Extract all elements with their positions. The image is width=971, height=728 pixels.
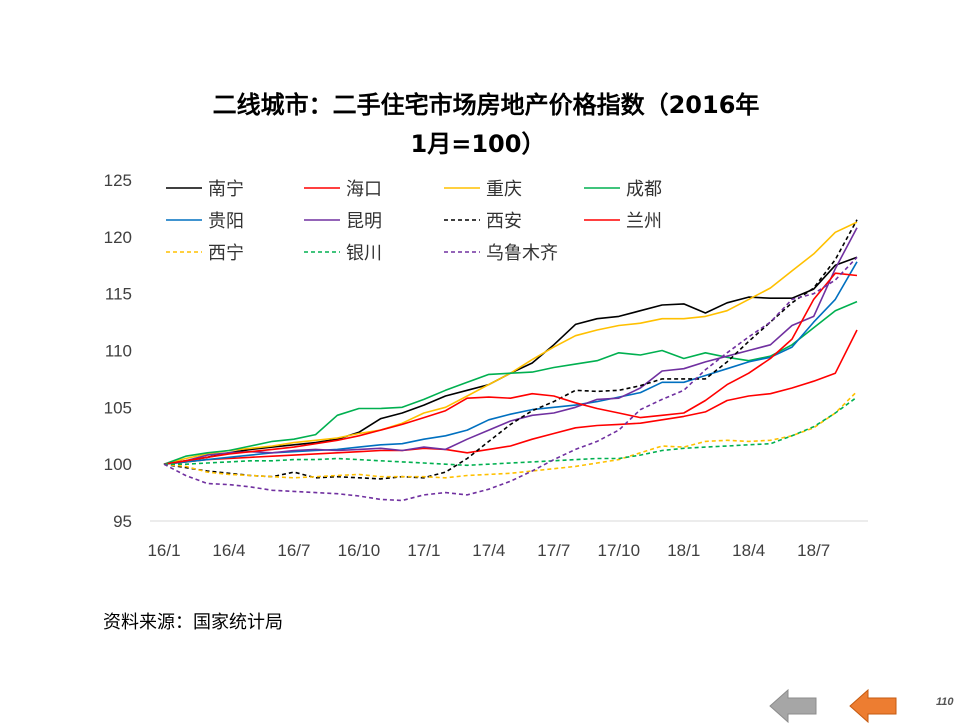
y-tick-label: 105: [104, 398, 132, 417]
y-tick-label: 125: [104, 171, 132, 190]
y-tick-label: 120: [104, 228, 132, 247]
legend-label: 兰州: [626, 211, 662, 232]
series-line: [163, 329, 858, 465]
x-tick-label: 16/7: [277, 541, 310, 560]
x-tick-label: 17/7: [537, 541, 570, 560]
y-tick-label: 100: [104, 455, 132, 474]
x-tick-label: 16/4: [212, 541, 245, 560]
series-line: [163, 219, 858, 480]
x-tick-label: 17/4: [472, 541, 505, 560]
legend-label: 贵阳: [208, 211, 244, 232]
chart-title-line2: 1月=100）: [411, 130, 546, 158]
chart-axes: 95 100 105 110 115 120 125 16/1 16/4 16/7 16/10 17/…: [104, 171, 868, 560]
series-line: [163, 261, 858, 465]
legend-label: 重庆: [486, 179, 522, 200]
x-tick-label: 18/7: [797, 541, 830, 560]
y-tick-label: 115: [105, 285, 132, 304]
legend-label: 南宁: [208, 179, 244, 200]
series-line: [163, 272, 858, 465]
series-line: [164, 396, 858, 467]
y-tick-label: 110: [105, 342, 132, 361]
x-tick-label: 16/1: [147, 541, 180, 560]
series-line: [163, 227, 858, 465]
y-tick-label: 95: [113, 512, 132, 531]
arrow-left-orange-icon: [849, 688, 897, 724]
x-tick-label: 17/10: [598, 541, 641, 560]
page-number: 110: [936, 696, 954, 708]
x-tick-label: 18/4: [732, 541, 765, 560]
chart-series: [163, 219, 858, 502]
x-tick-label: 18/1: [667, 541, 700, 560]
legend-label: 银川: [346, 243, 382, 264]
legend-label: 昆明: [346, 211, 382, 232]
arrow-left-gray-icon: [769, 688, 817, 724]
x-tick-label: 16/10: [338, 541, 381, 560]
legend-label: 西安: [486, 211, 522, 232]
prev-page-button[interactable]: [768, 688, 818, 724]
x-tick-label: 17/1: [407, 541, 440, 560]
series-line: [163, 300, 858, 465]
legend-label: 西宁: [208, 243, 244, 264]
series-line: [163, 256, 858, 502]
legend-label: 乌鲁木齐: [486, 243, 558, 264]
source-note: 资料来源：国家统计局: [103, 612, 283, 633]
next-page-button[interactable]: [848, 688, 898, 724]
legend-label: 海口: [346, 179, 382, 200]
series-line: [163, 390, 858, 479]
legend-label: 成都: [626, 179, 662, 200]
chart-title-line1: 二线城市：二手住宅市场房地产价格指数（2016年: [213, 91, 760, 119]
